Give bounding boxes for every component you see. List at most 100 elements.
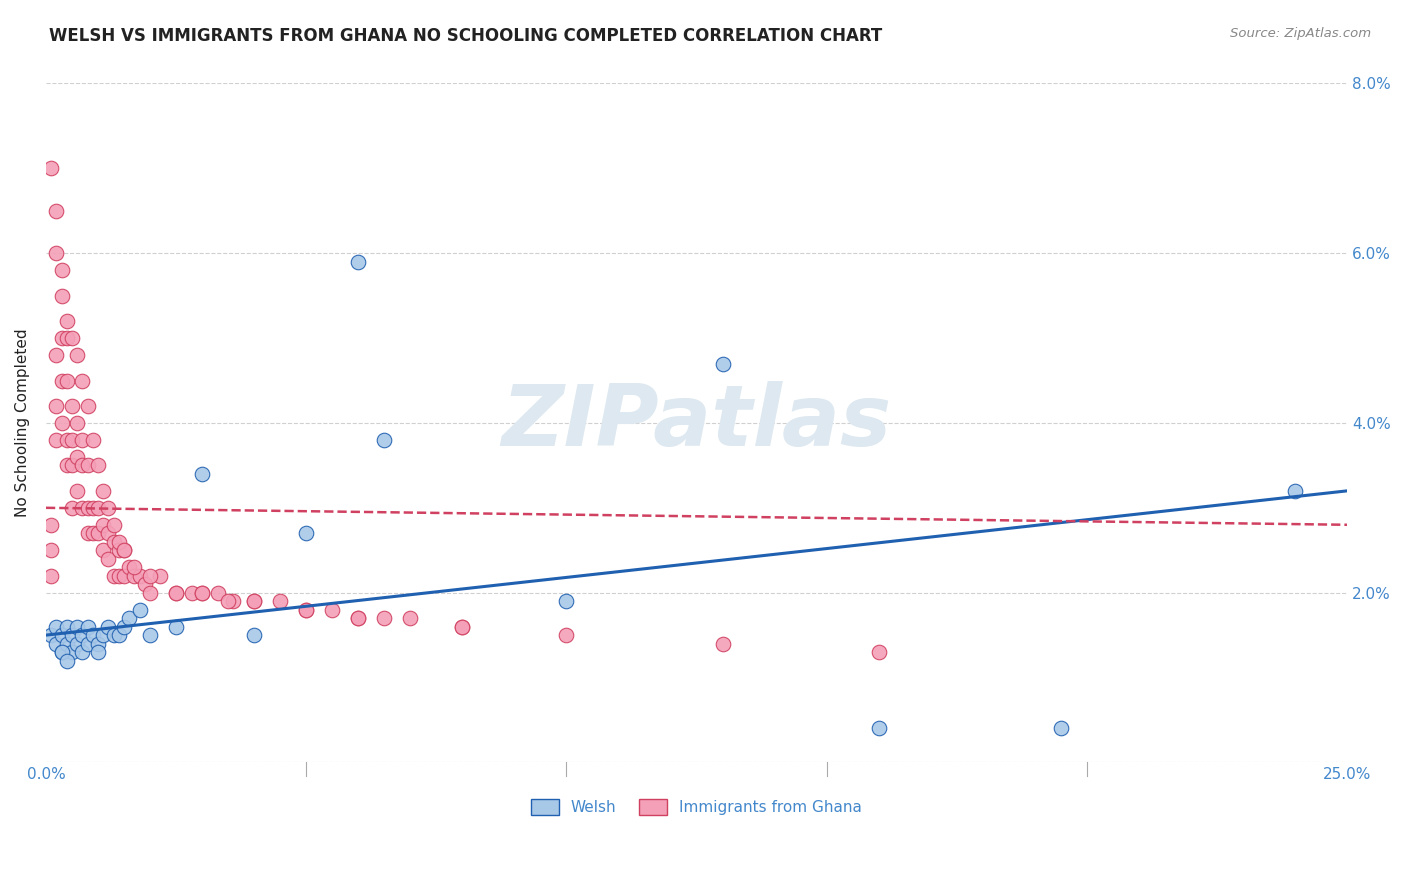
Point xyxy=(66,483,89,498)
Point xyxy=(868,722,890,736)
Point xyxy=(76,458,98,473)
Point xyxy=(103,628,125,642)
Point xyxy=(222,594,245,608)
Point xyxy=(51,416,73,430)
Point xyxy=(72,433,94,447)
Point xyxy=(45,399,67,413)
Point xyxy=(56,314,79,328)
Point xyxy=(51,645,73,659)
Point xyxy=(243,594,266,608)
Point xyxy=(139,585,162,599)
Point xyxy=(217,594,239,608)
Point xyxy=(45,620,67,634)
Point xyxy=(60,628,83,642)
Point xyxy=(56,458,79,473)
Point xyxy=(56,433,79,447)
Point xyxy=(51,645,73,659)
Point xyxy=(66,620,89,634)
Point xyxy=(103,517,125,532)
Point xyxy=(87,458,110,473)
Point xyxy=(45,433,67,447)
Point xyxy=(118,611,141,625)
Point xyxy=(165,620,187,634)
Point xyxy=(66,637,89,651)
Point xyxy=(128,568,150,582)
Point xyxy=(76,399,98,413)
Point xyxy=(72,500,94,515)
Point xyxy=(124,568,146,582)
Point xyxy=(97,500,120,515)
Point xyxy=(51,263,73,277)
Point xyxy=(321,602,343,616)
Point xyxy=(87,500,110,515)
Point xyxy=(139,568,162,582)
Point xyxy=(39,517,62,532)
Point xyxy=(91,483,114,498)
Point xyxy=(555,594,578,608)
Point xyxy=(180,585,202,599)
Point xyxy=(191,467,214,481)
Point xyxy=(51,331,73,345)
Point xyxy=(82,526,104,541)
Point xyxy=(60,399,83,413)
Point xyxy=(1050,722,1073,736)
Point xyxy=(243,628,266,642)
Point xyxy=(128,602,150,616)
Point xyxy=(39,628,62,642)
Point xyxy=(112,543,135,558)
Point xyxy=(51,288,73,302)
Point xyxy=(373,611,395,625)
Point xyxy=(399,611,422,625)
Point xyxy=(56,374,79,388)
Point xyxy=(97,620,120,634)
Point xyxy=(711,637,734,651)
Point xyxy=(51,628,73,642)
Point xyxy=(373,433,395,447)
Point xyxy=(97,526,120,541)
Point xyxy=(60,433,83,447)
Point xyxy=(108,543,131,558)
Point xyxy=(868,645,890,659)
Point xyxy=(295,602,318,616)
Point xyxy=(165,585,187,599)
Point xyxy=(72,458,94,473)
Point xyxy=(108,568,131,582)
Point xyxy=(87,526,110,541)
Point xyxy=(118,560,141,574)
Point xyxy=(711,357,734,371)
Text: Source: ZipAtlas.com: Source: ZipAtlas.com xyxy=(1230,27,1371,40)
Point xyxy=(72,374,94,388)
Point xyxy=(66,416,89,430)
Text: ZIPatlas: ZIPatlas xyxy=(502,382,891,465)
Point xyxy=(72,645,94,659)
Point xyxy=(103,534,125,549)
Point xyxy=(60,331,83,345)
Point xyxy=(555,628,578,642)
Point xyxy=(82,628,104,642)
Point xyxy=(60,458,83,473)
Point xyxy=(191,585,214,599)
Point xyxy=(347,254,370,268)
Point xyxy=(124,560,146,574)
Point xyxy=(56,620,79,634)
Point xyxy=(56,331,79,345)
Point xyxy=(76,637,98,651)
Point xyxy=(451,620,474,634)
Point xyxy=(76,500,98,515)
Point xyxy=(347,611,370,625)
Point xyxy=(45,246,67,260)
Point xyxy=(39,161,62,176)
Point xyxy=(165,585,187,599)
Point xyxy=(112,543,135,558)
Point xyxy=(243,594,266,608)
Point xyxy=(45,203,67,218)
Point xyxy=(269,594,291,608)
Point xyxy=(82,500,104,515)
Point xyxy=(1284,483,1306,498)
Point xyxy=(91,628,114,642)
Legend: Welsh, Immigrants from Ghana: Welsh, Immigrants from Ghana xyxy=(523,791,870,822)
Point xyxy=(45,637,67,651)
Point xyxy=(66,348,89,362)
Point xyxy=(295,602,318,616)
Point xyxy=(91,517,114,532)
